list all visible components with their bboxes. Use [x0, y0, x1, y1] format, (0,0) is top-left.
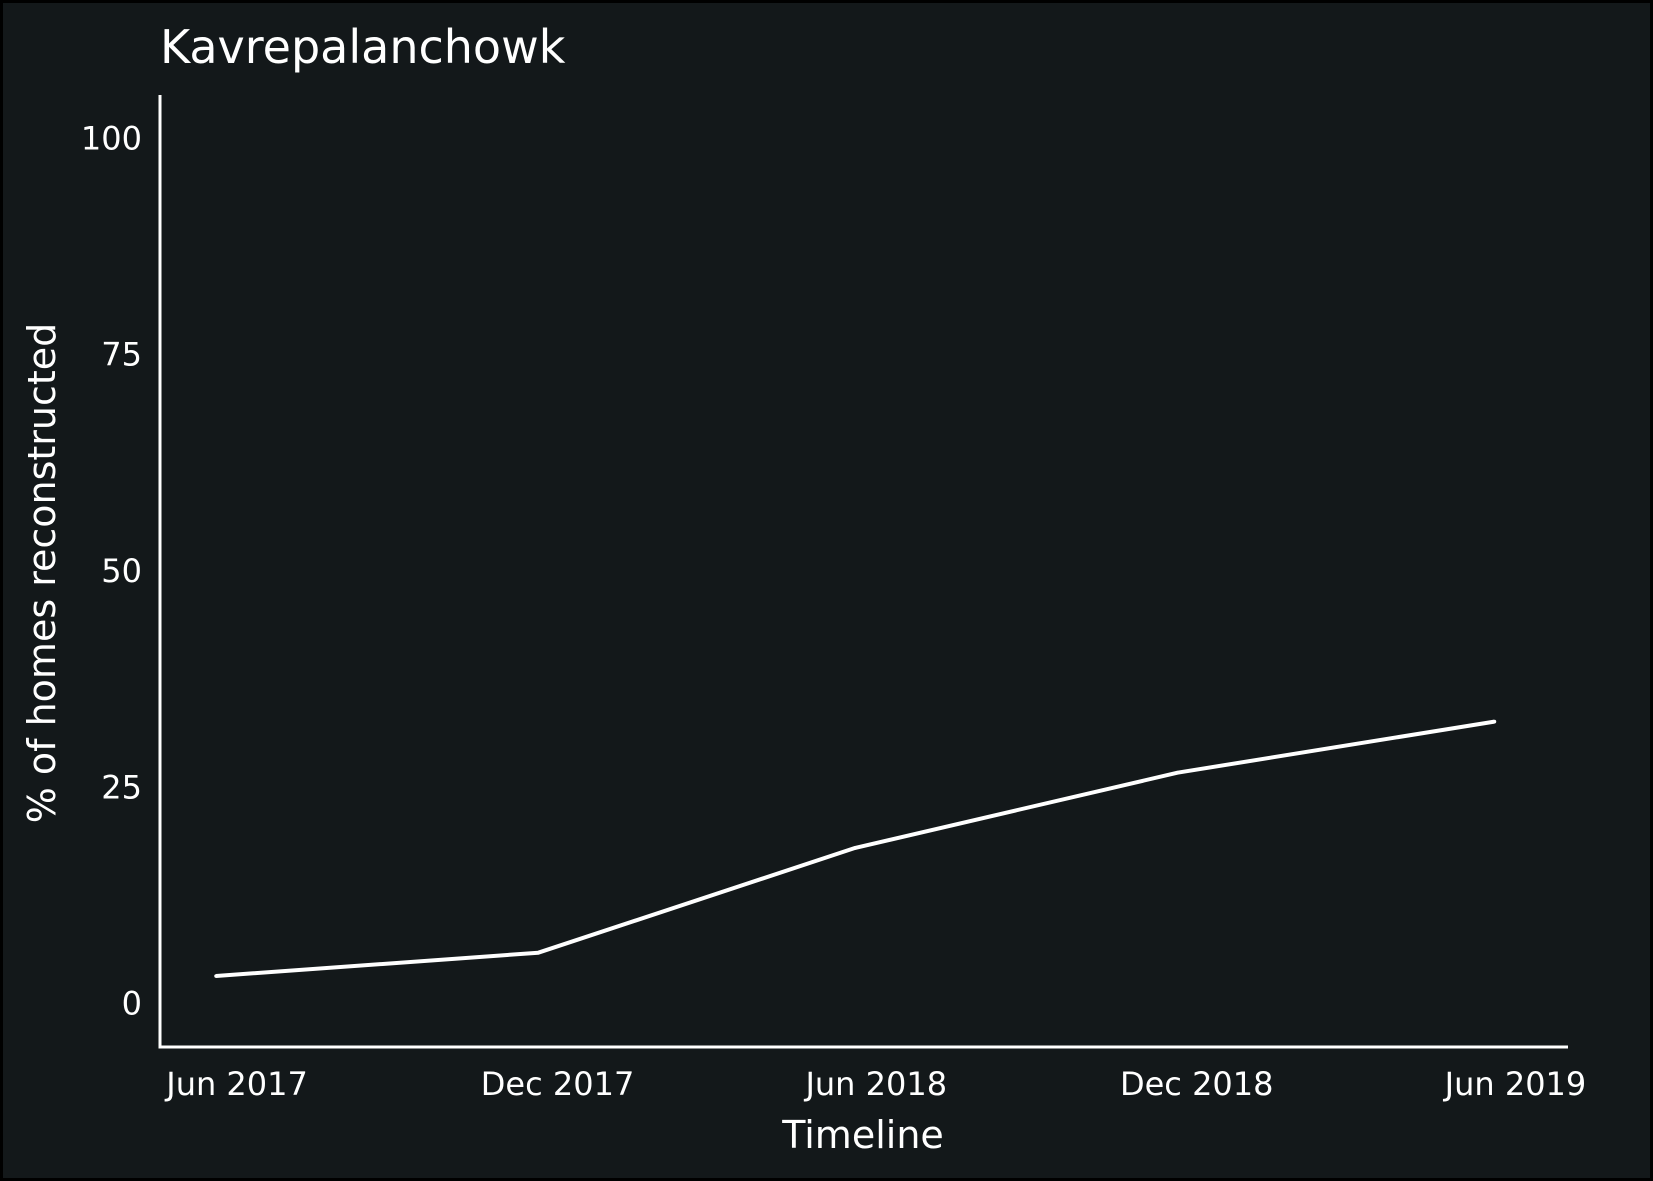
- chart-title: Kavrepalanchowk: [160, 20, 566, 74]
- y-tick-label: 50: [101, 552, 142, 590]
- y-tick-label: 0: [122, 985, 142, 1023]
- y-axis-label: % of homes reconstructed: [20, 323, 64, 824]
- x-tick-label: Jun 2018: [803, 1065, 947, 1103]
- x-axis-label: Timeline: [781, 1113, 944, 1157]
- y-tick-label: 75: [101, 336, 142, 374]
- x-tick-label: Jun 2017: [164, 1065, 308, 1103]
- x-tick-label: Dec 2017: [481, 1065, 635, 1103]
- data-point: [1175, 770, 1180, 775]
- line-chart: Kavrepalanchowk Timeline % of homes reco…: [20, 20, 1586, 1157]
- y-tick-label: 100: [81, 119, 142, 157]
- data-point: [1492, 719, 1497, 724]
- plot-area: 0 25 50 75 100 Jun 2017 Dec 2017 Jun 2018 Dec 20…: [81, 95, 1586, 1103]
- data-point: [214, 974, 218, 978]
- x-tick-label: Jun 2019: [1443, 1065, 1587, 1103]
- data-point: [536, 950, 541, 955]
- data-point: [853, 846, 858, 850]
- x-tick-label: Dec 2018: [1120, 1065, 1274, 1103]
- y-tick-label: 25: [101, 768, 142, 806]
